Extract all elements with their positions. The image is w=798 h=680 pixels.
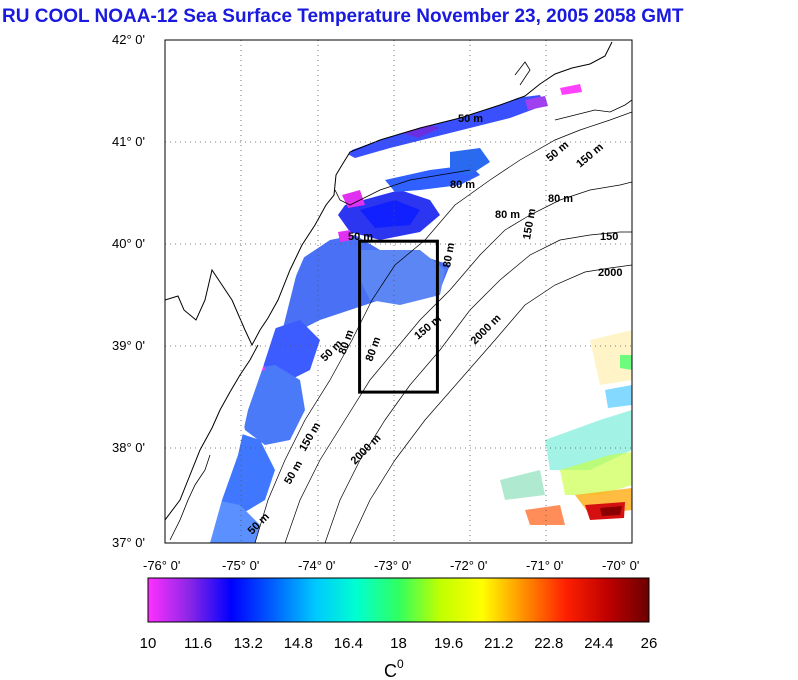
colorbar-tick-label: 14.8 (284, 635, 313, 652)
longitude-labels: -76° 0' -75° 0' -74° 0' -73° 0' -72° 0' … (143, 558, 639, 573)
colorbar-tick-label: 10 (140, 635, 157, 652)
lon-label: -72° 0' (450, 558, 487, 573)
colorbar-unit-letter: C (384, 661, 397, 680)
colorbar-tick-label: 22.8 (534, 635, 563, 652)
lat-label: 41° 0' (112, 134, 145, 149)
colorbar-tick-label: 24.4 (584, 635, 613, 652)
lon-label: -74° 0' (298, 558, 335, 573)
colorbar-tick-label: 18 (390, 635, 407, 652)
depth-label: 80 m (441, 242, 457, 269)
colorbar (147, 577, 650, 623)
colorbar-tick-label: 21.2 (484, 635, 513, 652)
depth-label: 80 m (450, 179, 475, 191)
gulf-stream-patches (500, 330, 632, 525)
latitude-labels: 42° 0' 41° 0' 40° 0' 39° 0' 38° 0' 37° 0… (112, 32, 145, 550)
colorbar-tick-label: 26 (641, 635, 658, 652)
lat-label: 40° 0' (112, 236, 145, 251)
colorbar-tick-label: 11.6 (184, 635, 212, 652)
depth-label: 80 m (495, 209, 520, 221)
study-area-box (358, 239, 439, 394)
map-title: RU COOL NOAA-12 Sea Surface Temperature … (2, 6, 684, 27)
colorbar-ticks: 10 11.6 13.2 14.8 16.4 18 19.6 21.2 22.8 24.4 26 (140, 635, 658, 652)
colorbar-unit-superscript: 0 (397, 657, 404, 671)
lon-label: -70° 0' (602, 558, 639, 573)
lat-label: 39° 0' (112, 338, 145, 353)
depth-label: 2000 (598, 267, 622, 279)
depth-label: 150 (600, 231, 618, 243)
lon-label: -71° 0' (526, 558, 563, 573)
colorbar-unit: C0 (384, 657, 404, 680)
lat-label: 38° 0' (112, 440, 145, 455)
coastline (165, 41, 613, 347)
colorbar-tick-label: 16.4 (334, 635, 363, 652)
land-mass (165, 40, 610, 543)
depth-label: 80 m (548, 193, 573, 205)
depth-label: 50 m (458, 113, 483, 125)
lat-label: 42° 0' (112, 32, 145, 47)
map-frame (164, 39, 633, 544)
colorbar-tick-label: 19.6 (434, 635, 463, 652)
lon-label: -76° 0' (143, 558, 180, 573)
delmarva-coastline (165, 344, 259, 521)
lon-label: -75° 0' (222, 558, 259, 573)
lon-label: -73° 0' (374, 558, 411, 573)
depth-label: 150 m (521, 208, 538, 241)
lat-label: 37° 0' (112, 535, 145, 550)
colorbar-tick-label: 13.2 (234, 635, 263, 652)
